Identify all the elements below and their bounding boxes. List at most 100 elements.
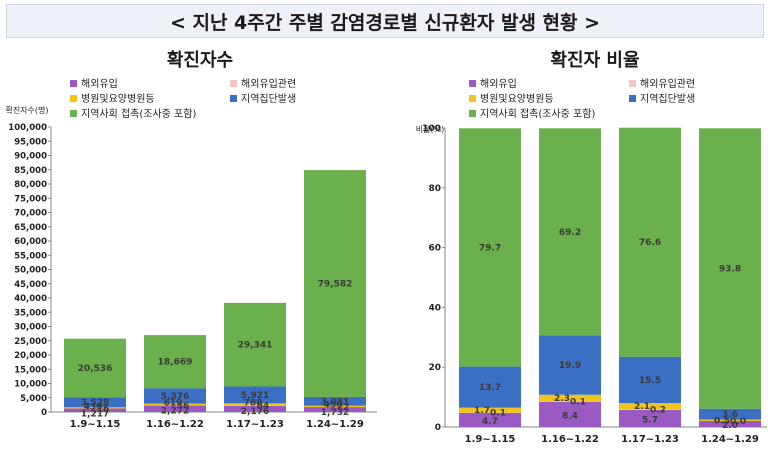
legend-swatch-1: [230, 80, 237, 87]
bar-3-2: [304, 405, 366, 408]
y-tick-label: 75,000: [14, 194, 47, 204]
y-tick-label: 70,000: [14, 209, 47, 219]
bar-2-1: [619, 409, 681, 410]
bar-0-2: [459, 407, 521, 413]
bar-2-3: [619, 356, 681, 404]
data-label-1-3: 5,376: [161, 392, 189, 402]
x-tick-label: 1.16~1.22: [146, 419, 204, 430]
bar-1-0: [144, 405, 206, 412]
y-tick-label: 100,000: [8, 123, 47, 133]
bar-3-4: [304, 170, 366, 397]
bar-0-2: [64, 407, 126, 409]
legend-label-2: 병원및요양병원등: [81, 93, 155, 105]
x-tick-label: 1.17~1.23: [621, 434, 679, 445]
bar-2-2: [224, 403, 286, 406]
data-label-0-3: 3,528: [81, 398, 109, 408]
bar-1-3: [144, 388, 206, 404]
data-label-1-2: 619: [164, 399, 183, 409]
data-label-1-1: 0.1: [570, 398, 586, 408]
data-label-0-0: 1,217: [81, 410, 109, 420]
data-label-3-2: 450: [324, 401, 343, 411]
x-tick-label: 1.9~1.15: [465, 434, 516, 445]
bar-2-4: [224, 302, 286, 387]
legend-swatch-2: [70, 95, 77, 102]
y-tick-label: 95,000: [14, 137, 47, 147]
legend-label-0: 해외유입: [480, 77, 517, 90]
legend-label-3: 지역집단발생: [241, 93, 296, 105]
data-label-2-1: 64: [257, 402, 270, 412]
data-label-2-0: 2,176: [241, 407, 269, 417]
y-tick-label: 55,000: [14, 251, 47, 261]
bar-2-3: [224, 386, 286, 404]
bar-3-0: [304, 407, 366, 412]
legend-label-1: 해외유입관련: [640, 77, 695, 90]
data-label-3-3: 3.6: [722, 410, 738, 420]
bar-0-4: [459, 128, 521, 367]
y-tick-label: 80: [428, 184, 441, 194]
bar-3-3: [304, 396, 366, 406]
x-tick-label: 1.24~1.29: [701, 434, 759, 445]
data-label-1-2: 2.3: [554, 394, 570, 404]
data-label-3-0: 1,732: [321, 408, 349, 418]
chart-title-count: 확진자수: [166, 50, 234, 71]
legend-swatch-1: [629, 80, 636, 87]
y-tick-label: 20,000: [14, 351, 47, 361]
data-label-2-3: 5,921: [241, 391, 269, 401]
bar-1-0: [539, 401, 601, 427]
y-tick-label: 80,000: [14, 180, 47, 190]
legend-label-0: 해외유입: [81, 77, 118, 90]
y-tick-label: 30,000: [14, 323, 47, 333]
legend-swatch-2: [469, 95, 476, 102]
legend-label-3: 지역집단발생: [640, 93, 695, 105]
data-label-3-1: 0.0: [730, 417, 746, 427]
x-tick-label: 1.24~1.29: [306, 419, 364, 430]
data-label-3-1: 22: [337, 403, 350, 413]
y-tick-label: 50,000: [14, 266, 47, 276]
bar-2-0: [619, 409, 681, 427]
bar-3-4: [699, 128, 761, 409]
data-label-2-0: 5.7: [642, 415, 658, 425]
bar-1-4: [144, 335, 206, 389]
bar-2-4: [619, 127, 681, 357]
chart-title-ratio: 확진자 비율: [550, 50, 640, 71]
data-label-2-2: 788: [244, 398, 263, 408]
y-tick-label: 40,000: [14, 294, 47, 304]
legend-swatch-0: [469, 80, 476, 87]
bar-3-2: [699, 419, 761, 422]
data-label-0-0: 4.7: [482, 417, 498, 427]
legend-swatch-3: [230, 95, 237, 102]
y-tick-label: 0: [435, 423, 441, 433]
x-tick-label: 1.9~1.15: [70, 419, 121, 430]
y-tick-label: 10,000: [14, 380, 47, 390]
bar-0-4: [64, 338, 126, 398]
y-axis-label: 확진자수(명): [5, 105, 48, 115]
legend-swatch-3: [629, 95, 636, 102]
data-label-1-3: 19.9: [559, 361, 581, 371]
x-tick-label: 1.17~1.23: [226, 419, 284, 430]
data-label-2-4: 29,341: [238, 341, 273, 351]
data-label-1-4: 18,669: [158, 358, 193, 368]
y-tick-label: 35,000: [14, 308, 47, 318]
y-tick-label: 65,000: [14, 223, 47, 233]
data-label-3-3: 3,081: [321, 397, 349, 407]
y-tick-label: 40: [428, 303, 441, 313]
legend-label-4: 지역사회 접촉(조사중 포함): [81, 108, 196, 120]
data-label-0-2: 1.7: [474, 406, 490, 416]
data-label-0-1: 0.1: [490, 409, 506, 419]
data-label-1-1: 56: [177, 401, 190, 411]
data-label-2-1: 0.2: [650, 405, 666, 415]
y-tick-label: 100: [422, 124, 441, 134]
legend-swatch-4: [70, 110, 77, 117]
bar-2-2: [619, 403, 681, 410]
legend-label-4: 지역사회 접촉(조사중 포함): [480, 108, 595, 120]
data-label-3-2: 0.5: [714, 416, 730, 426]
bar-0-3: [459, 366, 521, 408]
bar-0-0: [64, 408, 126, 412]
data-label-0-4: 20,536: [78, 364, 113, 374]
bar-1-2: [144, 403, 206, 406]
bar-1-3: [539, 335, 601, 395]
page-title: < 지난 4주간 주별 감염경로별 신규환자 발생 현황 >: [6, 4, 764, 38]
y-tick-label: 25,000: [14, 337, 47, 347]
data-label-0-1: 16: [97, 404, 110, 414]
